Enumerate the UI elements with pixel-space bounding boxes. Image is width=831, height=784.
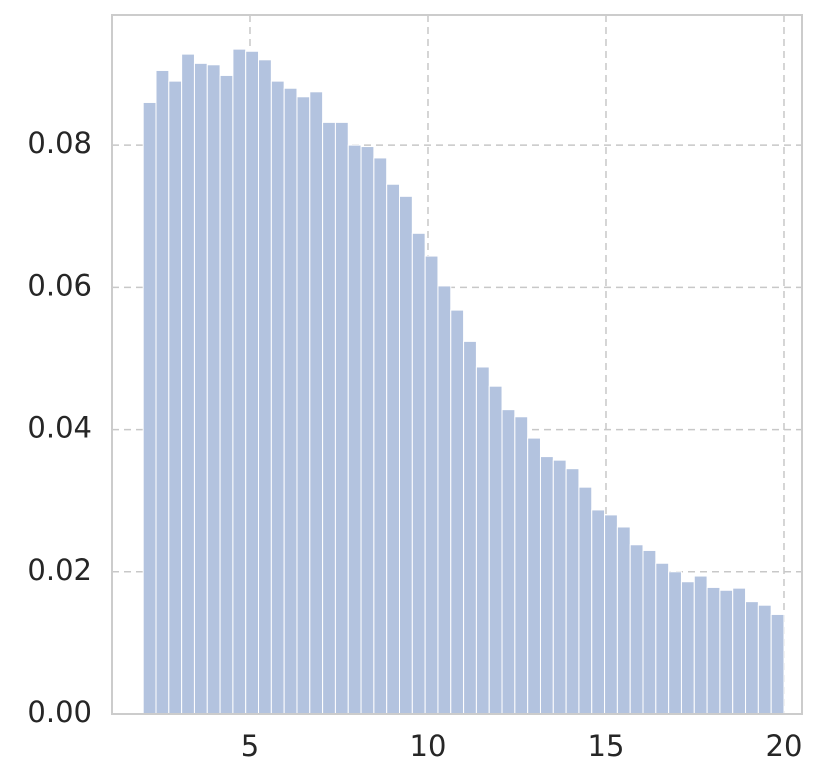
x-tick-label: 20 [766, 729, 803, 763]
bar [386, 183, 401, 715]
bar [488, 385, 503, 715]
bar [745, 601, 759, 715]
bar [757, 604, 772, 715]
bar [450, 309, 465, 715]
bar [219, 74, 234, 715]
bar [193, 62, 208, 715]
y-tick-label: 0.06 [27, 268, 92, 302]
bar [706, 586, 721, 715]
plot-frame [111, 14, 803, 715]
bar [347, 144, 362, 715]
bar [270, 80, 285, 715]
tick-labels: 0.00 0.02 0.04 0.06 0.08 5 10 15 20 [27, 126, 802, 763]
bar [168, 80, 183, 715]
bar [475, 366, 490, 715]
y-tick-label: 0.08 [27, 126, 92, 160]
bar [463, 340, 477, 715]
bar [424, 255, 439, 715]
bar [770, 613, 785, 715]
bar [693, 575, 708, 715]
y-tick-label: 0.00 [27, 695, 92, 729]
bar [245, 50, 260, 715]
bar [591, 509, 606, 715]
bar [309, 91, 324, 715]
bar [437, 285, 452, 715]
bars [142, 48, 785, 715]
bar [527, 437, 541, 715]
bar [142, 101, 157, 715]
bar [539, 456, 554, 715]
bar [719, 589, 734, 715]
bar [732, 587, 747, 715]
bar [334, 121, 349, 715]
bar [283, 87, 298, 715]
bar [181, 53, 195, 715]
y-tick-label: 0.02 [27, 553, 92, 587]
bar [232, 48, 247, 715]
bar [578, 486, 593, 715]
bar [373, 157, 388, 715]
bar [565, 468, 580, 715]
x-tick-label: 5 [241, 729, 259, 763]
bar [668, 571, 682, 715]
bar [206, 64, 221, 715]
bar [616, 526, 631, 715]
bar [680, 581, 695, 715]
bar [552, 459, 567, 715]
x-tick-label: 10 [410, 729, 447, 763]
bar [258, 59, 272, 715]
bar [322, 121, 336, 715]
bar [642, 549, 657, 715]
bar [655, 562, 670, 715]
bar [629, 544, 644, 715]
bar [399, 195, 413, 715]
bar [501, 409, 516, 715]
bar [411, 232, 426, 715]
bar [296, 96, 311, 715]
y-tick-label: 0.04 [27, 411, 92, 445]
bar [360, 146, 375, 715]
bar [155, 69, 170, 715]
bar [604, 514, 618, 715]
bar [514, 416, 529, 715]
x-tick-label: 15 [588, 729, 625, 763]
